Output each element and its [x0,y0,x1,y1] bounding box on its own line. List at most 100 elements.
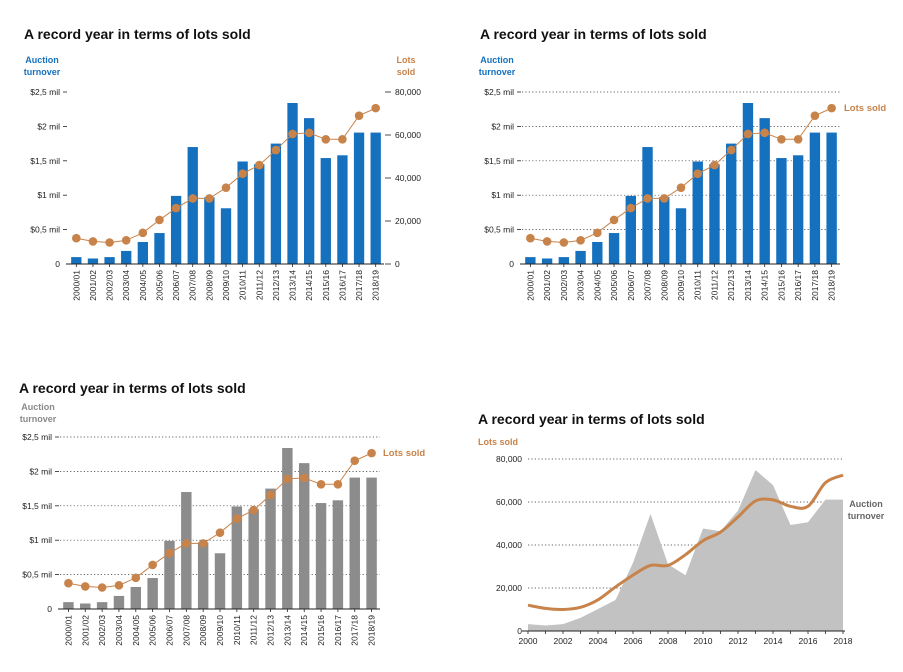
y-tick-label: $2,5 mil [22,432,52,442]
lots-sold-point-2013/14 [743,129,753,139]
lots-sold-point-2018/19 [371,103,380,113]
chart-3-y-tick-labels: 0 $0,5 mil $1 mil $1,5 mil $2 mil $2,5 mil [22,432,52,614]
x-tick-label: 2010 [694,636,713,646]
x-tick-label: 2015/16 [321,270,331,301]
x-tick-label: 2016/17 [333,615,343,646]
bar-2009/10 [220,208,232,264]
chart-1-x-tick-labels: 2000/01 2001/02 2002/03 2003/04 2004/05 2005/… [71,270,380,301]
lots-sold-point-2018/19 [827,103,836,113]
lots-sold-point-2015/16 [321,135,331,144]
bar-2014/15 [304,118,315,264]
lots-sold-point-2008/09 [198,539,208,548]
x-tick-label: 2013/14 [288,270,298,301]
x-tick-label: 2004 [589,636,608,646]
bar-2009/10 [214,553,226,609]
x-tick-label: 2017/18 [354,270,364,301]
lots-sold-point-2009/10 [215,528,225,537]
chart-3-left-axis-label-line2: turnover [20,414,57,424]
bar-2015/16 [315,503,327,609]
lots-sold-point-2014/15 [760,128,769,138]
lots-sold-point-2003/04 [576,236,585,245]
x-tick-label: 2018/19 [827,270,837,301]
auction-turnover-area [528,470,843,631]
bar-2010/11 [237,161,248,264]
lots-sold-point-2002/03 [559,238,569,247]
chart-2-title: A record year in terms of lots sold [480,26,707,42]
x-tick-label: 2006/07 [171,270,181,301]
x-tick-label: 2002 [554,636,573,646]
chart-1-line-series [72,103,380,247]
x-tick-label: 2003/04 [114,615,124,646]
bar-2012/13 [270,143,282,264]
y2-tick-label: 80,000 [395,87,421,97]
chart-2-bars [525,103,837,265]
lots-sold-point-2017/18 [350,456,360,465]
chart-3-axes [55,436,380,612]
bar-2008/09 [197,542,209,609]
x-tick-label: 2005/06 [609,270,619,301]
x-tick-label: 2016 [799,636,818,646]
bar-2002/03 [96,602,108,609]
x-tick-label: 2002/03 [559,270,569,301]
chart-2: A record year in terms of lots sold Auct… [479,26,887,301]
x-tick-label: 2007/08 [643,270,653,301]
x-tick-label: 2001/02 [542,270,552,301]
lots-sold-point-2000/01 [526,233,535,243]
bar-2005/06 [608,233,620,264]
x-tick-label: 2009/10 [215,615,225,646]
lots-sold-point-2014/15 [304,128,314,138]
chart-4-x-tick-labels: 2000 2002 2004 2006 2008 2010 2012 2014 2016 2018 [519,636,853,646]
x-tick-label: 2000 [519,636,538,646]
chart-2-left-axis-label-line1: Auction [480,55,514,65]
bar-2002/03 [558,257,570,264]
chart-1-left-axis-label-line1: Auction [25,55,59,65]
x-tick-label: 2014 [764,636,783,646]
chart-2-axes [517,91,840,267]
x-tick-label: 2014/15 [760,270,770,301]
bar-2002/03 [104,257,115,264]
x-tick-label: 2008/09 [198,615,208,646]
x-tick-label: 2013/14 [282,615,292,646]
x-tick-label: 2002/03 [105,270,115,301]
bar-2003/04 [575,250,586,264]
lots-sold-point-2002/03 [97,583,107,592]
bar-2007/08 [181,492,192,609]
bar-2006/07 [625,195,636,264]
lots-sold-point-2018/19 [367,448,376,458]
x-tick-label: 2004/05 [592,270,602,301]
chart-1-y2-tick-labels: 0 20,000 40,000 60,000 80,000 [395,87,421,269]
y-tick-label: 0 [517,626,522,636]
x-tick-label: 2005/06 [148,615,158,646]
lots-sold-point-2006/07 [165,548,174,558]
y-tick-label: 20,000 [496,583,522,593]
bar-2003/04 [113,595,125,609]
lots-sold-point-2012/13 [271,145,281,155]
x-tick-label: 2003/04 [576,270,586,301]
x-tick-label: 2015/16 [776,270,786,301]
chart-1: A record year in terms of lots sold Auct… [24,26,422,301]
bar-2017/18 [349,477,360,609]
x-tick-label: 2009/10 [221,270,231,301]
y-tick-label: 80,000 [496,454,522,464]
bar-2009/10 [675,208,687,264]
y-tick-label: $2 mil [37,121,60,131]
chart-1-title: A record year in terms of lots sold [24,26,251,42]
lots-sold-point-2008/09 [659,194,669,203]
chart-4-line-series [527,473,844,612]
chart-4-axes [522,630,845,634]
bar-2001/02 [80,603,91,609]
x-tick-label: 2015/16 [316,615,326,646]
x-tick-label: 2012 [729,636,748,646]
chart-1-y-tick-labels: 0 $0,5 mil $1 mil $1,5 mil $2 mil $2,5 mil [30,87,60,269]
x-tick-label: 2018/19 [367,615,377,646]
lots-sold-point-2012/13 [726,145,736,155]
chart-1-right-axis-label-line1: Lots [397,55,416,65]
x-tick-label: 2006/07 [626,270,636,301]
bar-2015/16 [776,158,787,264]
lots-sold-point-2005/06 [609,215,619,225]
bar-2011/12 [248,509,259,609]
y2-tick-label: 40,000 [395,173,421,183]
lots-sold-point-2016/17 [793,135,803,144]
bar-2015/16 [320,158,331,264]
lots-sold-point-2004/05 [131,573,141,583]
